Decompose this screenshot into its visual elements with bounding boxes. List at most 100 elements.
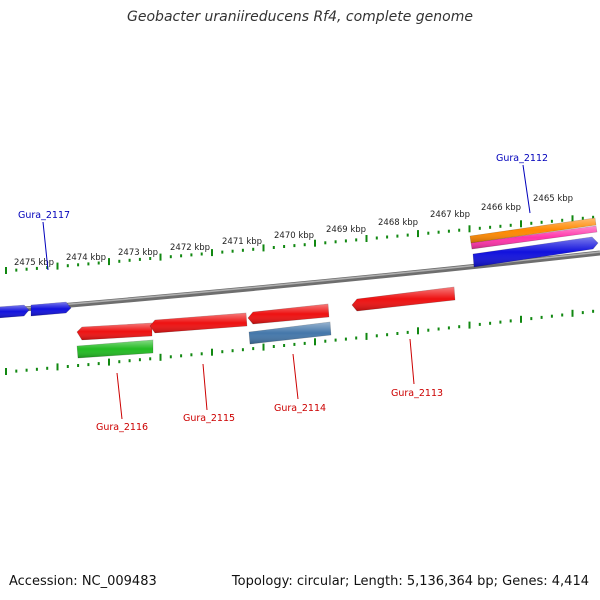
gene-feature-gura-2112-c[interactable] — [472, 236, 599, 268]
gene-label-gura-2117[interactable]: Gura_2117 — [18, 210, 70, 221]
gene-feature-left-1[interactable] — [0, 304, 30, 319]
scale-labels: 2475 kbp 2474 kbp 2473 kbp 2472 kbp 2471… — [14, 194, 573, 268]
scale-label-2465: 2465 kbp — [533, 194, 573, 204]
minor-tick — [252, 247, 255, 251]
minor-tick — [252, 347, 255, 351]
label-leader-gura-2113 — [409, 338, 415, 385]
genome-backbone — [0, 250, 600, 314]
label-leader-gura-2116 — [116, 372, 123, 420]
gene-label-gura-2113[interactable]: Gura_2113 — [391, 388, 443, 399]
minor-tick — [396, 332, 399, 335]
minor-tick — [447, 326, 450, 330]
gene-feature-left-2[interactable] — [30, 301, 72, 317]
minor-tick — [592, 309, 595, 313]
scale-label-2466: 2466 kbp — [481, 203, 521, 213]
gene-arrow-shading — [150, 313, 247, 333]
minor-tick — [581, 311, 584, 315]
major-tick — [314, 239, 316, 247]
minor-tick — [180, 254, 183, 258]
major-tick — [571, 215, 574, 223]
scale-label-2472: 2472 kbp — [170, 243, 210, 253]
minor-tick — [478, 322, 481, 326]
minor-tick — [406, 233, 409, 237]
map-title: Geobacter uraniireducens Rf4, complete g… — [127, 9, 473, 25]
gene-arrow-shading — [352, 287, 455, 311]
major-tick — [5, 267, 7, 274]
minor-tick — [221, 350, 224, 354]
major-tick — [5, 368, 7, 375]
gene-feature-gura-2116-a[interactable] — [76, 322, 153, 341]
minor-tick — [303, 243, 306, 247]
minor-tick — [355, 238, 358, 242]
minor-tick — [375, 334, 378, 338]
gene-arrow-shading — [470, 218, 596, 243]
minor-tick — [530, 317, 533, 321]
gene-arrow-shading — [249, 322, 331, 344]
forward-tick-track — [5, 215, 595, 274]
gene-feature-gura-2113[interactable] — [351, 286, 456, 312]
scale-label-2468: 2468 kbp — [378, 218, 418, 228]
major-tick — [108, 358, 110, 366]
minor-tick — [46, 366, 49, 370]
label-leader-gura-2112 — [522, 164, 531, 214]
major-tick — [262, 343, 265, 351]
reverse-tick-track — [5, 309, 595, 375]
minor-tick — [406, 330, 409, 334]
gene-arrow-shading — [473, 237, 598, 267]
scale-label-2471: 2471 kbp — [222, 237, 262, 247]
minor-tick — [128, 359, 131, 363]
gene-arrow-shading — [248, 304, 329, 324]
gene-label-gura-2116[interactable]: Gura_2116 — [96, 422, 148, 433]
minor-tick — [458, 228, 461, 232]
major-tick — [365, 332, 368, 340]
minor-tick — [221, 250, 224, 254]
minor-tick — [180, 354, 183, 358]
gene-label-gura-2115[interactable]: Gura_2115 — [183, 413, 235, 424]
gene-feature-gura-2112-b[interactable] — [470, 225, 598, 250]
minor-tick — [499, 320, 502, 324]
gene-feature-gura-2114-b[interactable] — [248, 321, 332, 345]
major-tick — [56, 363, 59, 371]
gene-arrow-shading — [0, 305, 29, 318]
major-tick — [417, 327, 419, 335]
minor-tick — [427, 231, 430, 235]
minor-tick — [334, 240, 337, 244]
minor-tick — [489, 225, 492, 229]
genome-summary-text: Topology: circular; Length: 5,136,364 bp… — [231, 574, 589, 589]
major-tick — [468, 321, 471, 329]
minor-tick — [478, 226, 481, 230]
label-leader-gura-2115 — [202, 363, 208, 411]
minor-tick — [386, 333, 389, 337]
minor-tick — [396, 234, 399, 238]
minor-tick — [118, 259, 121, 263]
gene-label-gura-2114[interactable]: Gura_2114 — [274, 403, 326, 414]
minor-tick — [87, 262, 90, 266]
gene-feature-gura-2114-a[interactable] — [247, 303, 330, 325]
major-tick — [211, 249, 213, 257]
major-tick — [211, 348, 213, 356]
minor-tick — [128, 258, 131, 262]
label-leader-gura-2114 — [292, 353, 299, 400]
gene-feature-gura-2115[interactable] — [149, 312, 248, 334]
minor-tick — [355, 336, 358, 340]
gene-arrow-shading — [31, 302, 71, 316]
minor-tick — [149, 257, 152, 260]
minor-tick — [231, 349, 234, 353]
gene-feature-gura-2112-a[interactable] — [469, 217, 597, 244]
major-tick — [56, 262, 59, 270]
minor-tick — [66, 264, 69, 268]
minor-tick — [344, 239, 347, 243]
major-tick — [314, 338, 316, 346]
major-tick — [520, 220, 522, 228]
minor-tick — [46, 266, 49, 269]
minor-tick — [87, 363, 90, 367]
minor-tick — [550, 314, 553, 318]
minor-tick — [489, 321, 492, 325]
minor-tick — [458, 325, 461, 329]
gene-feature-gura-2116-b[interactable] — [76, 339, 154, 359]
minor-tick — [530, 221, 533, 225]
gene-label-gura-2112[interactable]: Gura_2112 — [496, 153, 548, 164]
minor-tick — [334, 338, 337, 342]
minor-tick — [499, 224, 502, 228]
minor-tick — [344, 337, 347, 341]
